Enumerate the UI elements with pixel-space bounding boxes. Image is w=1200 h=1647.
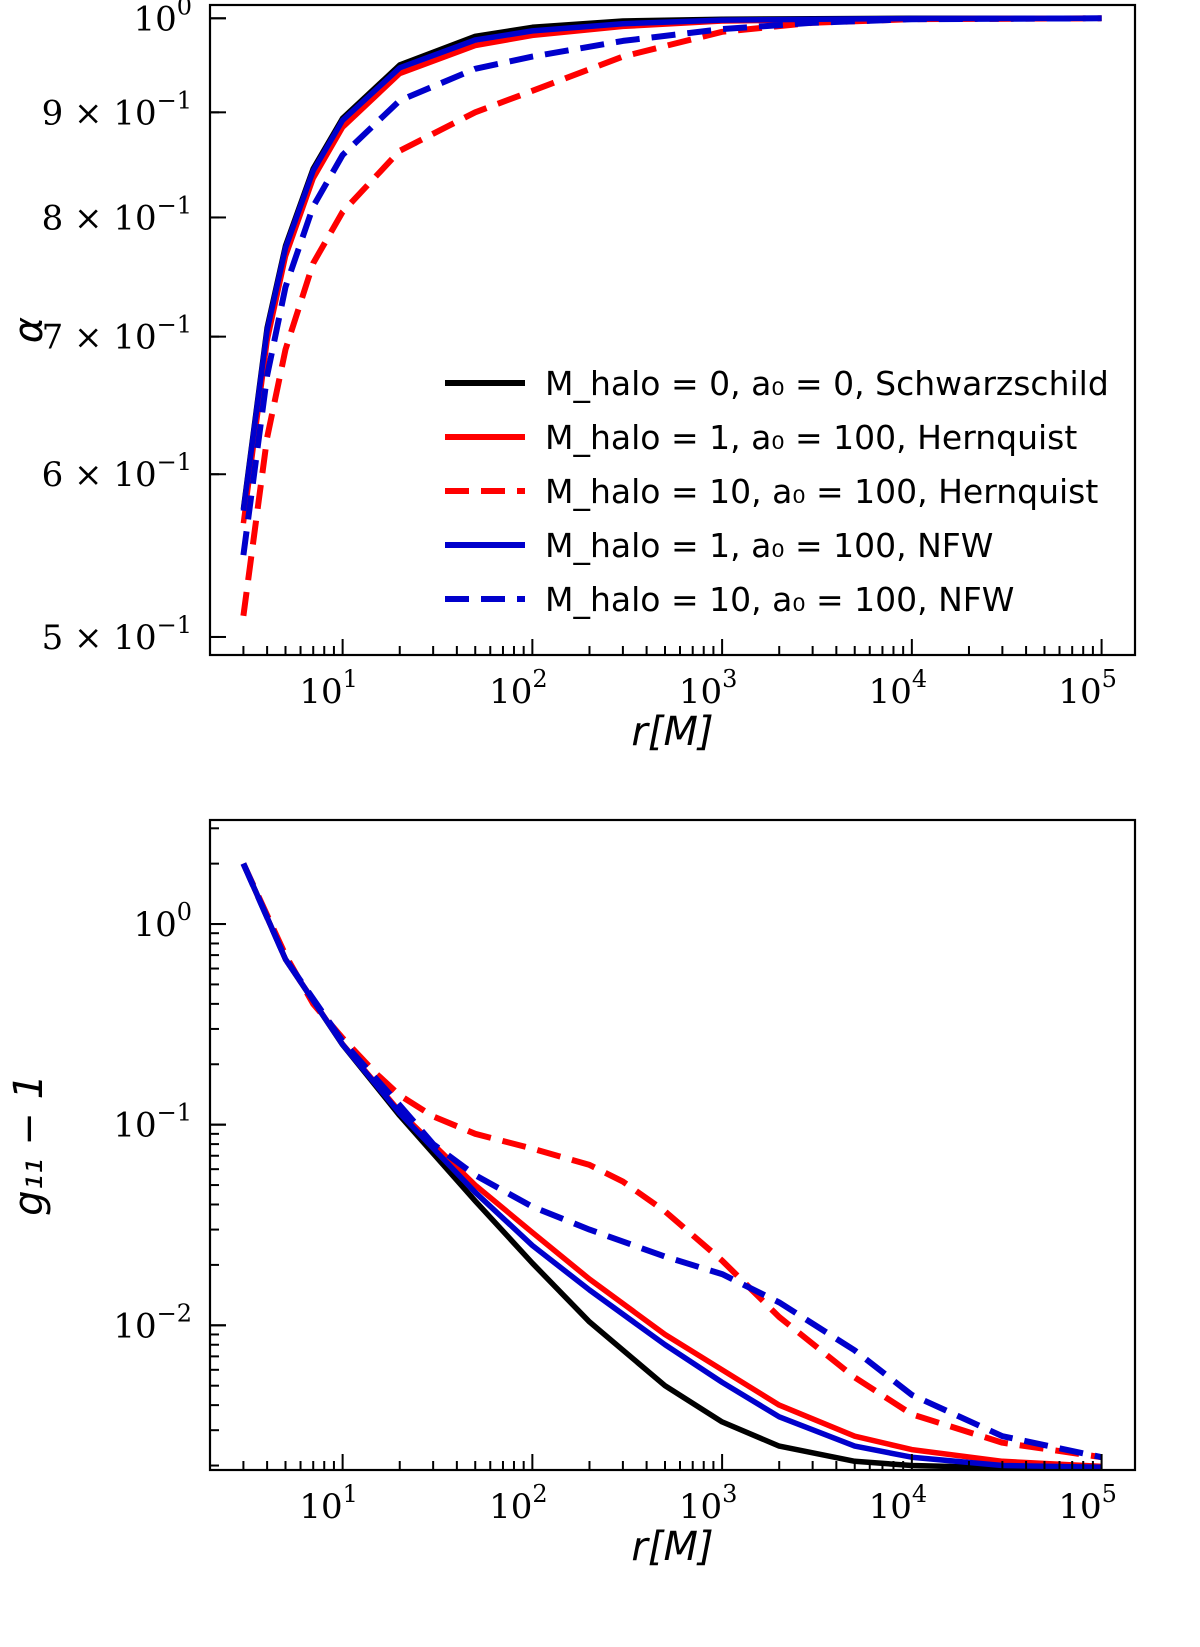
x-tick-label: 105 (1058, 665, 1117, 712)
x-tick-label: 102 (489, 1480, 548, 1527)
legend: M_halo = 0, a₀ = 0, Schwarzschild M_halo … (445, 364, 1109, 619)
series-group (240, 862, 1103, 1470)
legend-entry-label: M_halo = 10, a₀ = 100, NFW (545, 580, 1014, 619)
legend-entry-label: M_halo = 10, a₀ = 100, Hernquist (545, 472, 1098, 511)
alpha-panel: 101 102 103 104 105 5 × 10−1 6 × 10−1 7 × 10−1 8… (6, 0, 1137, 755)
y-tick-label: 100 (133, 898, 192, 945)
series-line (240, 862, 1103, 1461)
y-axis-label: g₁₁ − 1 (6, 1074, 52, 1216)
y-tick-label: 100 (133, 0, 192, 39)
x-tick-label: 104 (869, 1480, 928, 1527)
x-tick-label: 105 (1058, 1480, 1117, 1527)
series-group (240, 15, 1102, 617)
legend-entry-label: M_halo = 1, a₀ = 100, NFW (545, 526, 993, 565)
x-tick-label: 101 (299, 665, 358, 712)
g11-panel: 101 102 103 104 105 10−2 10−1 100 r[M] g₁₁ − 1 (6, 818, 1137, 1570)
legend-entry-label: M_halo = 1, a₀ = 100, Hernquist (545, 418, 1077, 457)
series-line (240, 15, 1102, 556)
plot-frame (208, 818, 1137, 1472)
series-line (240, 862, 1102, 1470)
y-tick-label: 9 × 10−1 (42, 86, 192, 133)
legend-entry-label: M_halo = 0, a₀ = 0, Schwarzschild (545, 364, 1109, 403)
y-tick-label: 10−1 (113, 1099, 192, 1146)
plot-frame (208, 3, 1137, 657)
x-axis-label: r[M] (631, 1524, 713, 1570)
x-tick-label: 104 (869, 665, 928, 712)
x-tick-label: 103 (679, 665, 738, 712)
series-line (240, 862, 1102, 1470)
y-tick-label: 7 × 10−1 (42, 311, 192, 358)
series-line (240, 15, 1102, 512)
x-axis-label: r[M] (631, 709, 713, 755)
x-tick-label: 102 (489, 665, 548, 712)
series-line (240, 862, 1102, 1470)
x-tick-label: 103 (679, 1480, 738, 1527)
y-tick-label: 6 × 10−1 (42, 448, 192, 495)
y-tick-label: 5 × 10−1 (42, 611, 192, 658)
x-tick-label: 101 (299, 1480, 358, 1527)
y-tick-label: 10−2 (113, 1299, 192, 1346)
y-axis-label: α (6, 317, 52, 343)
y-tick-label: 8 × 10−1 (42, 191, 192, 238)
series-line (240, 862, 1103, 1461)
